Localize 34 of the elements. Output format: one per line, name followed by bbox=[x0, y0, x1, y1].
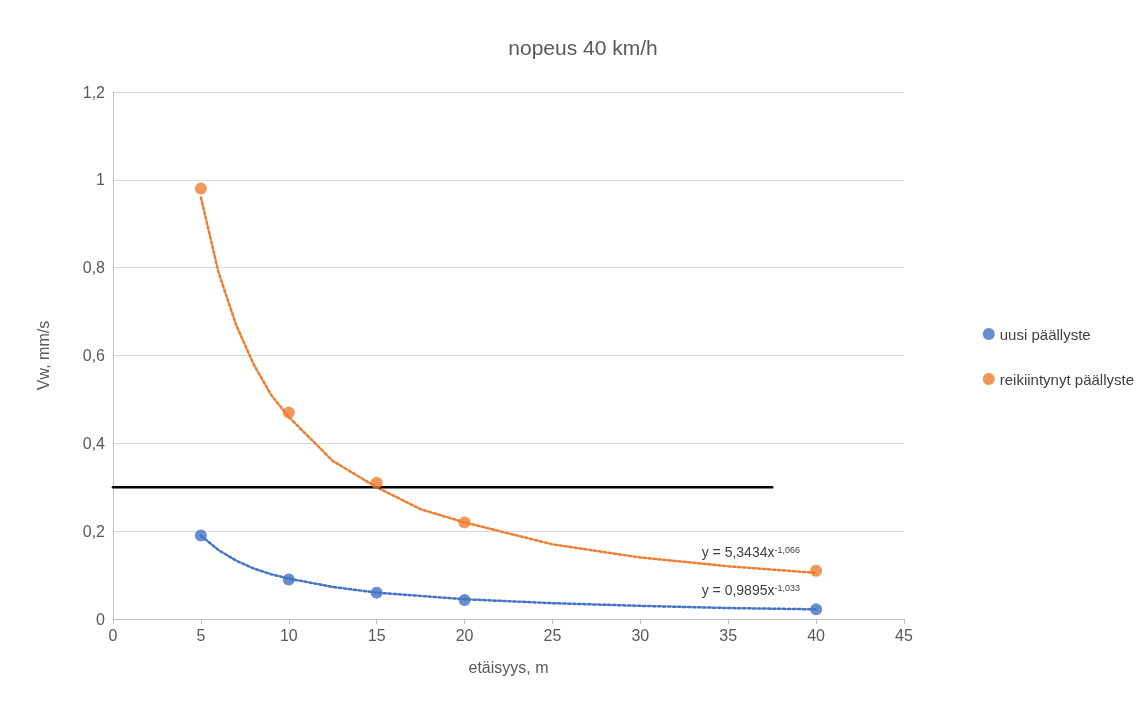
point bbox=[370, 586, 383, 599]
x-tick-label: 25 bbox=[543, 626, 562, 644]
x-tick-label: 20 bbox=[455, 626, 474, 644]
x-tick-label: 35 bbox=[719, 626, 738, 644]
y-tick-label: 1,2 bbox=[82, 83, 106, 101]
y-tick-label: 0,4 bbox=[82, 434, 106, 452]
y-axis-title: Vw, mm/s bbox=[34, 320, 52, 391]
x-axis-title: etäisyys, m bbox=[468, 658, 549, 676]
point bbox=[810, 603, 823, 616]
chart-title: nopeus 40 km/h bbox=[508, 36, 658, 59]
x-tick-label: 5 bbox=[196, 626, 206, 644]
point bbox=[194, 529, 207, 542]
point bbox=[458, 594, 471, 607]
point bbox=[282, 406, 295, 419]
x-tick-label: 30 bbox=[631, 626, 650, 644]
annotation: y = 0,9895x$^{-1,033}$ bbox=[701, 582, 800, 598]
legend-label: reikiintynyt päällyste bbox=[999, 370, 1135, 388]
point bbox=[370, 476, 383, 489]
x-tick-label: 10 bbox=[279, 626, 298, 644]
point bbox=[810, 564, 823, 577]
y-tick-label: 0,8 bbox=[82, 259, 106, 277]
x-tick-label: 45 bbox=[895, 626, 913, 644]
legend-label: uusi päällyste bbox=[999, 325, 1091, 343]
annotation: y = 5,3434x$^{-1,066}$ bbox=[701, 544, 800, 560]
point bbox=[282, 573, 295, 586]
y-tick-label: 0 bbox=[96, 610, 106, 628]
y-tick-label: 0,6 bbox=[82, 347, 106, 364]
point bbox=[194, 182, 207, 195]
point bbox=[458, 516, 471, 529]
x-tick-label: 15 bbox=[367, 626, 386, 644]
x-tick-label: 0 bbox=[108, 626, 118, 644]
y-tick-label: 0,2 bbox=[82, 522, 106, 540]
x-tick-label: 40 bbox=[807, 626, 826, 644]
y-tick-label: 1 bbox=[96, 171, 106, 189]
